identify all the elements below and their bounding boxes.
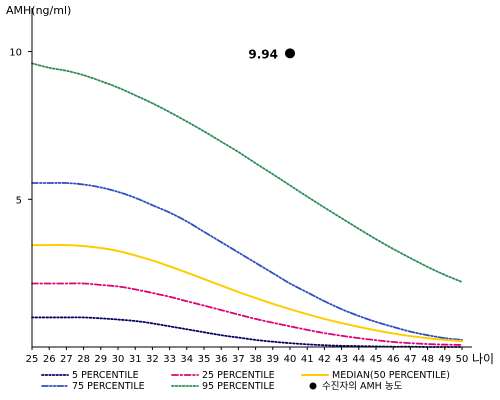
series-line-25-percentile xyxy=(31,282,463,346)
highlight-point-layer: 9.94 xyxy=(248,47,295,61)
x-tick-label: 35 xyxy=(198,354,211,365)
x-tick-label: 30 xyxy=(112,354,125,365)
x-tick-label: 47 xyxy=(404,354,417,365)
x-tick-label: 42 xyxy=(318,354,331,365)
y-tick-label: 5 xyxy=(16,195,22,206)
legend-swatch-patient-point xyxy=(309,382,317,390)
x-tick-label: 40 xyxy=(284,354,297,365)
series-layer xyxy=(31,62,463,348)
x-tick-label: 43 xyxy=(335,354,348,365)
x-tick-label: 49 xyxy=(438,354,451,365)
x-tick-label: 39 xyxy=(266,354,279,365)
series-line-75-percentile xyxy=(31,182,463,341)
x-tick-label: 28 xyxy=(77,354,90,365)
patient-amh-point xyxy=(285,48,295,59)
x-tick-label: 45 xyxy=(370,354,383,365)
x-tick-label: 32 xyxy=(146,354,159,365)
x-tick-label: 27 xyxy=(60,354,73,365)
patient-amh-value-label: 9.94 xyxy=(248,47,278,61)
x-tick-label: 48 xyxy=(421,354,434,365)
series-line-95-percentile xyxy=(31,62,463,283)
x-tick-label: 29 xyxy=(94,354,107,365)
x-tick-label: 50 xyxy=(456,354,469,365)
legend-label-median-50-percentile: MEDIAN(50 PERCENTILE) xyxy=(332,370,450,381)
x-tick-label: 34 xyxy=(180,354,193,365)
x-tick-label: 46 xyxy=(387,354,400,365)
x-tick-label: 31 xyxy=(129,354,142,365)
x-tick-label: 25 xyxy=(26,354,39,365)
legend-label-patient-point: 수진자의 AMH 농도 xyxy=(322,381,403,392)
y-axis-label: AMH(ng/ml) xyxy=(6,4,71,17)
x-axis-label: 나이 xyxy=(472,352,494,366)
legend-label-5-percentile: 5 PERCENTILE xyxy=(72,370,139,381)
legend-label-95-percentile: 95 PERCENTILE xyxy=(202,381,275,392)
legend: 5 PERCENTILE 25 PERCENTILE MEDIAN(50 PERCE… xyxy=(41,370,450,392)
x-tick-label: 33 xyxy=(163,354,176,365)
x-tick-label: 26 xyxy=(43,354,56,365)
x-tick-label: 36 xyxy=(215,354,228,365)
x-tick-label: 38 xyxy=(249,354,262,365)
x-tick-label: 37 xyxy=(232,354,245,365)
legend-label-25-percentile: 25 PERCENTILE xyxy=(202,370,275,381)
x-tick-label: 41 xyxy=(301,354,314,365)
axes-layer: 5 10 25 26 27 28 29 30 31 32 33 34 35 36 37 38 39 40 41 42 4… xyxy=(9,8,472,365)
y-tick-label: 10 xyxy=(9,48,22,59)
x-tick-label: 44 xyxy=(352,354,365,365)
series-line-median-50-percentile xyxy=(31,244,463,343)
legend-label-75-percentile: 75 PERCENTILE xyxy=(72,381,145,392)
